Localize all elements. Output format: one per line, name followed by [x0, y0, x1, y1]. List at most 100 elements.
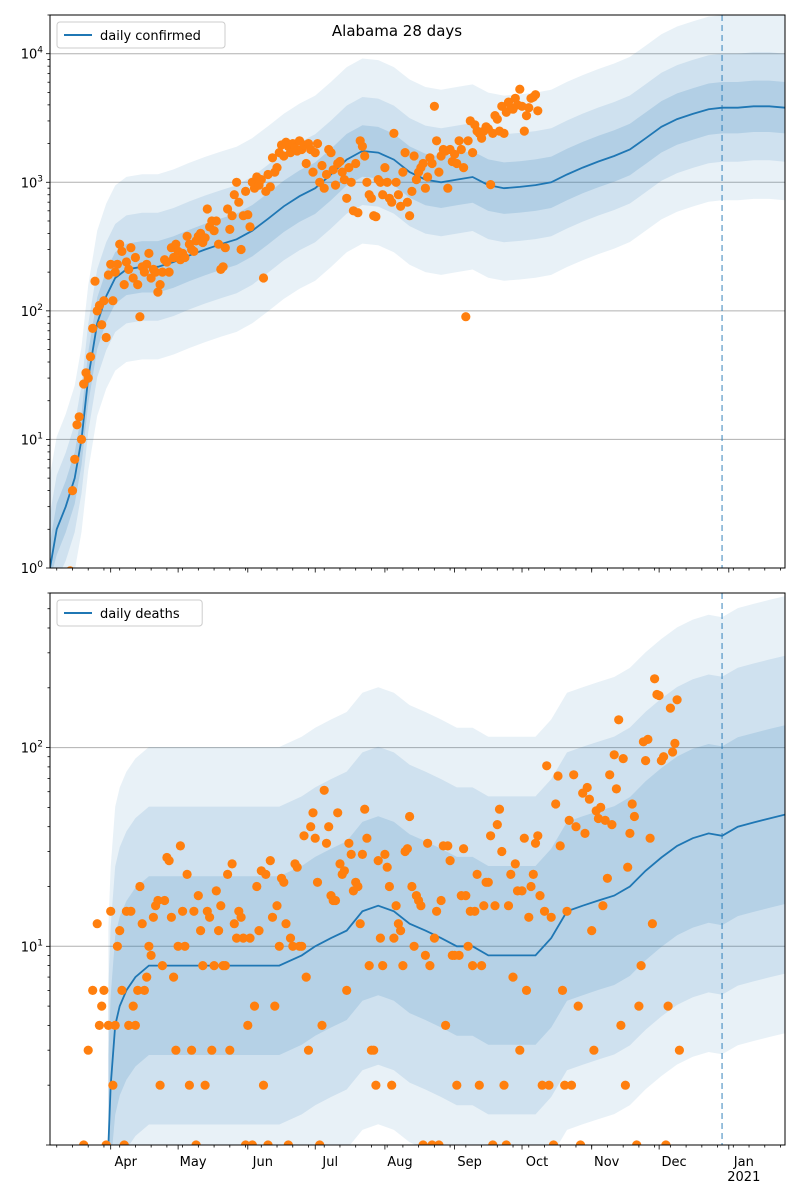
- data-point: [427, 158, 437, 169]
- data-point: [569, 770, 579, 780]
- data-point: [555, 841, 565, 851]
- data-point: [108, 1080, 118, 1090]
- data-point: [409, 941, 419, 951]
- data-point: [400, 148, 410, 158]
- y-tick-label: 101: [21, 431, 43, 448]
- data-point: [641, 756, 651, 766]
- data-point: [144, 941, 154, 951]
- data-point: [108, 296, 118, 306]
- data-point: [353, 881, 363, 892]
- data-point: [443, 841, 453, 851]
- data-point: [184, 1080, 194, 1090]
- legend: daily deaths: [56, 599, 203, 627]
- data-point: [542, 761, 552, 771]
- data-point: [614, 715, 624, 725]
- data-point: [515, 1045, 525, 1055]
- data-point: [189, 246, 199, 256]
- data-point: [418, 158, 428, 169]
- data-point: [566, 1080, 577, 1090]
- data-point: [225, 1045, 235, 1055]
- data-point: [503, 901, 514, 911]
- confirmed-panel: 100 101 102 103 104 daily confirmed: [21, 14, 786, 577]
- x-tick-label: Jan: [733, 1155, 754, 1170]
- data-point: [279, 877, 289, 887]
- data-point: [429, 933, 439, 943]
- data-point: [432, 906, 442, 916]
- data-point: [335, 859, 345, 869]
- data-point: [227, 859, 237, 869]
- data-point: [312, 139, 323, 149]
- data-point: [346, 849, 356, 860]
- data-point: [564, 815, 574, 826]
- data-point: [625, 828, 635, 839]
- data-point: [187, 1045, 197, 1055]
- data-point: [175, 841, 185, 851]
- data-point: [117, 985, 127, 996]
- data-point: [548, 1140, 559, 1145]
- data-point: [418, 1140, 428, 1145]
- data-point: [486, 831, 496, 841]
- data-point: [584, 794, 595, 804]
- data-point: [472, 869, 482, 880]
- data-point: [315, 1140, 325, 1145]
- y-tick-label: 103: [21, 174, 43, 191]
- data-point: [344, 163, 354, 173]
- data-point: [602, 873, 613, 883]
- data-point: [429, 101, 439, 111]
- data-point: [506, 869, 516, 880]
- data-point: [97, 320, 107, 330]
- data-point: [182, 869, 192, 880]
- data-point: [533, 831, 543, 841]
- data-point: [407, 186, 417, 196]
- data-point: [490, 901, 500, 911]
- data-point: [375, 177, 385, 187]
- data-point: [605, 770, 615, 780]
- data-point: [375, 933, 385, 943]
- data-point: [308, 167, 318, 177]
- data-point: [92, 919, 102, 929]
- data-point: [524, 103, 534, 113]
- data-point: [434, 1140, 444, 1145]
- data-point: [324, 822, 334, 832]
- data-point: [366, 193, 376, 203]
- data-point: [267, 912, 278, 922]
- data-point: [252, 881, 262, 892]
- data-point: [133, 280, 143, 290]
- y-tick-label: 102: [21, 303, 43, 320]
- data-point: [398, 961, 408, 971]
- data-point: [539, 906, 550, 916]
- data-point: [562, 906, 572, 916]
- data-point: [396, 201, 406, 211]
- legend-box: [56, 21, 226, 49]
- data-point: [530, 838, 541, 848]
- x-tick-label: Apr: [114, 1155, 137, 1170]
- data-point: [209, 961, 219, 971]
- data-point: [423, 172, 433, 182]
- data-point: [124, 1020, 134, 1030]
- data-point: [196, 926, 206, 936]
- data-point: [587, 926, 597, 936]
- data-point: [420, 950, 430, 961]
- x-tick-label: Sep: [457, 1155, 482, 1170]
- data-point: [211, 216, 221, 226]
- data-point: [533, 106, 543, 116]
- data-point: [636, 961, 646, 971]
- data-point: [243, 1020, 253, 1030]
- data-point: [110, 267, 120, 277]
- data-point: [299, 831, 309, 841]
- data-point: [553, 771, 563, 781]
- data-point: [130, 252, 140, 263]
- data-point: [580, 828, 590, 839]
- data-point: [297, 941, 307, 951]
- observed-points: [66, 84, 543, 568]
- data-point: [79, 1140, 89, 1145]
- data-point: [128, 1001, 138, 1011]
- data-point: [463, 136, 473, 146]
- data-point: [191, 1140, 201, 1145]
- data-point: [151, 267, 161, 277]
- data-point: [393, 919, 403, 929]
- data-point: [178, 906, 188, 916]
- data-point: [402, 197, 412, 207]
- data-point: [380, 849, 390, 860]
- data-point: [128, 273, 138, 283]
